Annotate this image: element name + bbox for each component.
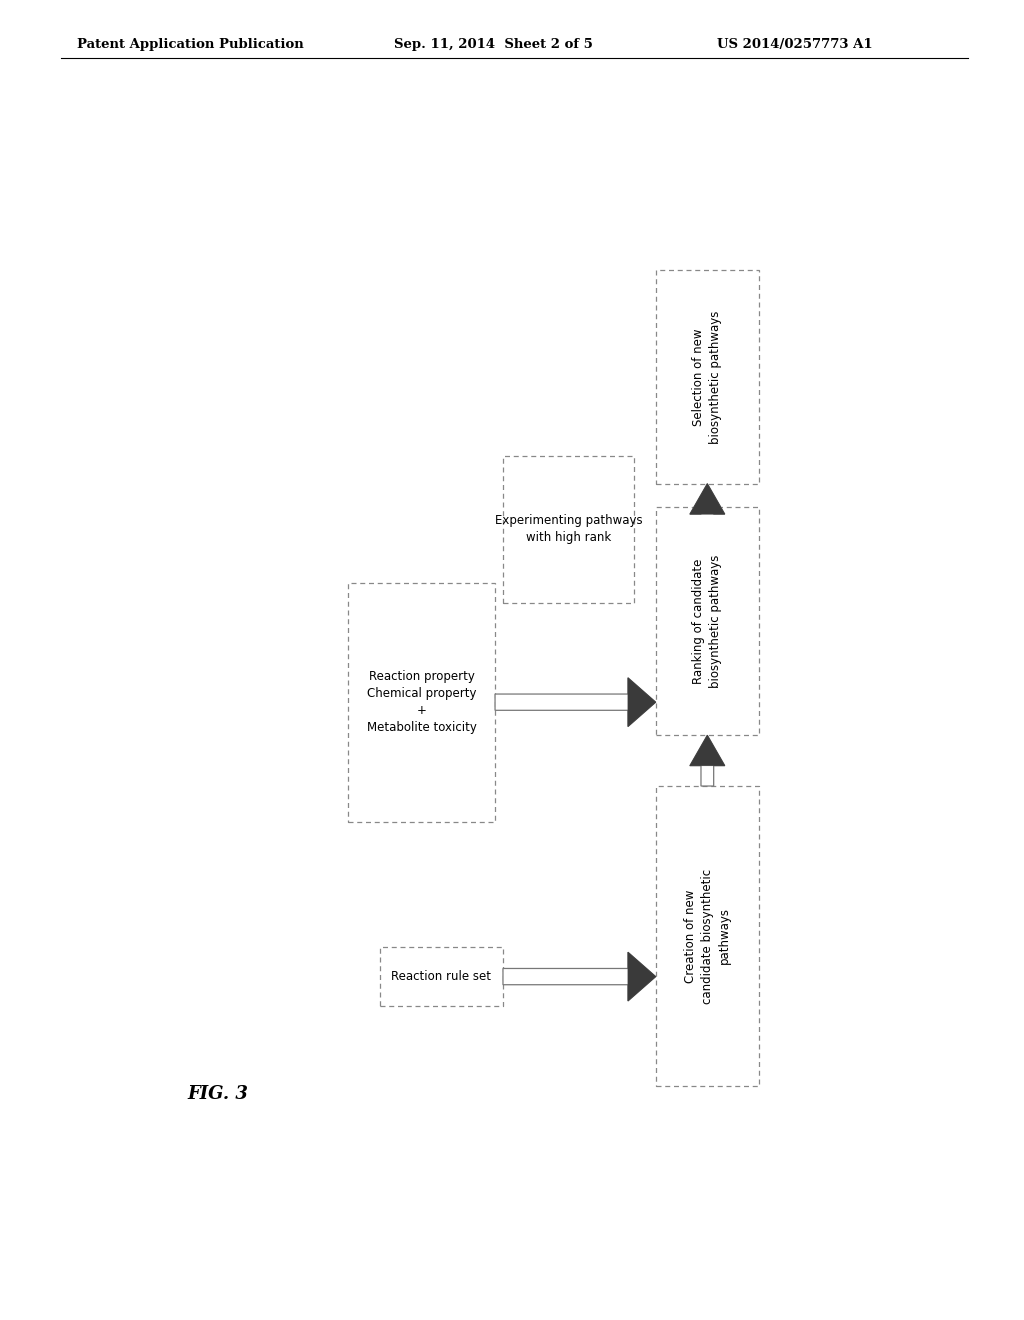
Bar (503, 455, 634, 603)
Text: Sep. 11, 2014  Sheet 2 of 5: Sep. 11, 2014 Sheet 2 of 5 (394, 38, 593, 51)
Polygon shape (495, 677, 655, 726)
Polygon shape (503, 952, 655, 1001)
Bar (348, 582, 495, 821)
Polygon shape (690, 483, 725, 515)
Text: US 2014/0257773 A1: US 2014/0257773 A1 (717, 38, 872, 51)
Bar (655, 785, 759, 1086)
Text: Reaction property
Chemical property
+
Metabolite toxicity: Reaction property Chemical property + Me… (367, 671, 476, 734)
Text: Patent Application Publication: Patent Application Publication (77, 38, 303, 51)
Bar (655, 271, 759, 483)
Text: FIG. 3: FIG. 3 (187, 1085, 249, 1102)
Text: Ranking of candidate
biosynthetic pathways: Ranking of candidate biosynthetic pathwa… (692, 554, 722, 688)
Text: Reaction rule set: Reaction rule set (391, 970, 492, 983)
Polygon shape (690, 735, 725, 766)
Text: Experimenting pathways
with high rank: Experimenting pathways with high rank (495, 515, 642, 544)
Text: Selection of new
biosynthetic pathways: Selection of new biosynthetic pathways (692, 310, 722, 444)
Bar (380, 948, 503, 1006)
Text: Creation of new
candidate biosynthetic
pathways: Creation of new candidate biosynthetic p… (684, 869, 731, 1003)
Polygon shape (628, 677, 655, 726)
Polygon shape (628, 952, 655, 1001)
Bar (655, 507, 759, 735)
Polygon shape (690, 735, 725, 785)
Polygon shape (690, 483, 725, 515)
